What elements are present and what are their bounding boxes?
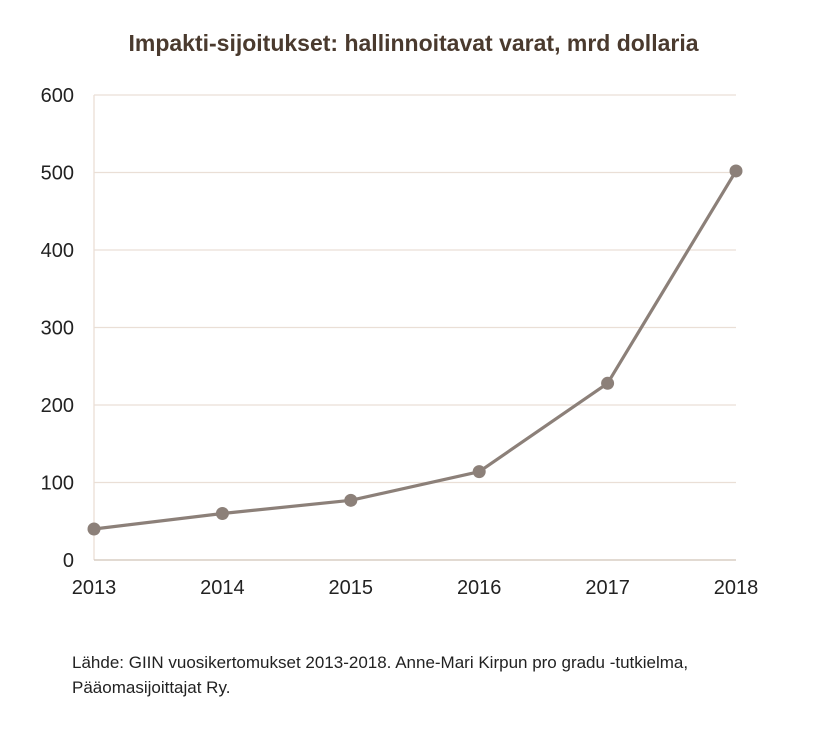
- data-point: [729, 164, 743, 178]
- data-point: [215, 507, 229, 520]
- grid-lines: [94, 94, 736, 484]
- series-line: [93, 170, 738, 531]
- data-series: [87, 164, 743, 536]
- x-tick-label: 2018: [714, 577, 759, 599]
- x-tick-label: 2015: [329, 577, 374, 599]
- chart-title: Impakti-sijoitukset: hallinnoitavat vara…: [128, 30, 699, 56]
- x-tick-label: 2014: [200, 577, 245, 599]
- source-note: Lähde: GIIN vuosikertomukset 2013-2018. …: [72, 653, 689, 697]
- y-tick-label: 400: [41, 240, 74, 262]
- x-tick-label: 2016: [457, 577, 502, 599]
- y-tick-label: 0: [63, 550, 74, 572]
- y-axis-tick-labels: 0 100 200 300 400 500 600: [41, 85, 74, 572]
- data-point: [87, 522, 101, 536]
- x-axis-tick-labels: 2013 2014 2015 2016 2017 2018: [72, 577, 759, 599]
- data-point: [344, 493, 358, 507]
- y-tick-label: 200: [41, 395, 74, 417]
- x-tick-label: 2017: [585, 577, 630, 599]
- x-axis: [93, 95, 736, 561]
- y-tick-label: 300: [41, 318, 74, 340]
- data-point: [601, 376, 615, 390]
- data-point: [472, 465, 486, 479]
- y-tick-label: 500: [41, 163, 74, 185]
- y-tick-label: 100: [41, 473, 74, 495]
- y-tick-label: 600: [41, 85, 74, 107]
- line-chart: 0 100 200 300 400 500 600 2013 2014 2015 2016 2017…: [41, 85, 759, 599]
- x-tick-label: 2013: [72, 577, 117, 599]
